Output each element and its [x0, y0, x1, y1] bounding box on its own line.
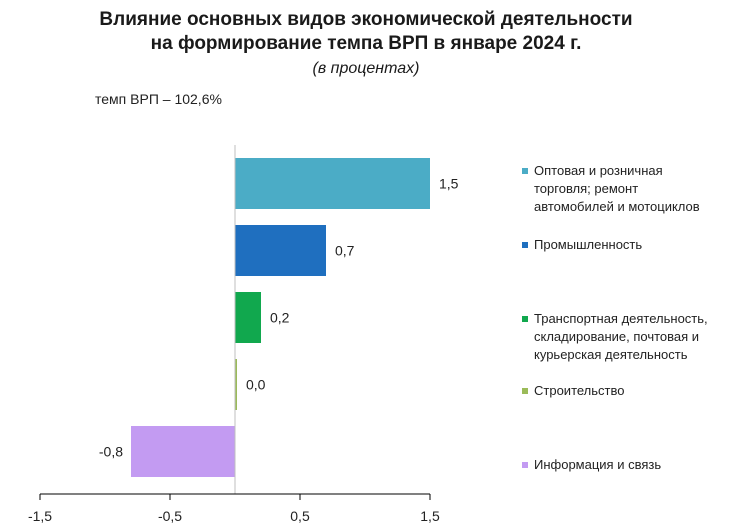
legend-label-0: Оптовая и розничная торговля; ремонт автом… — [534, 163, 700, 214]
bar-value-label-1: 0,7 — [335, 243, 355, 259]
bar-value-label-0: 1,5 — [439, 176, 459, 192]
bar-value-label-3: 0,0 — [246, 377, 266, 393]
axes-group: -1,5 -0,5 0,5 1,5 — [28, 145, 440, 524]
x-tick-label-0: -1,5 — [28, 508, 52, 524]
bar-0 — [235, 158, 430, 209]
legend-item-3: Строительство — [522, 382, 727, 400]
gdp-growth-note: темп ВРП – 102,6% — [95, 91, 222, 107]
legend-swatch-1 — [522, 242, 528, 248]
x-tick-label-3: 1,5 — [420, 508, 440, 524]
legend-swatch-2 — [522, 316, 528, 322]
legend-label-3: Строительство — [534, 383, 625, 398]
legend-label-4: Информация и связь — [534, 457, 662, 472]
chart-title-line-1: Влияние основных видов экономической дея… — [99, 9, 633, 30]
chart-title-line-2: на формирование темпа ВРП в январе 2024 … — [150, 33, 582, 54]
bar-value-label-2: 0,2 — [270, 310, 290, 326]
data-labels-group: 1,5 0,7 0,2 0,0 -0,8 — [99, 176, 459, 460]
bar-2 — [235, 292, 261, 343]
chart-title: Влияние основных видов экономической дея… — [0, 8, 732, 56]
bar-3 — [235, 359, 237, 410]
x-tick-label-1: -0,5 — [158, 508, 182, 524]
bar-value-label-4: -0,8 — [99, 444, 123, 460]
legend-swatch-3 — [522, 388, 528, 394]
bars-group — [131, 158, 430, 477]
x-tick-label-2: 0,5 — [290, 508, 310, 524]
legend-label-1: Промышленность — [534, 237, 643, 252]
legend-swatch-4 — [522, 462, 528, 468]
legend-swatch-0 — [522, 168, 528, 174]
legend-item-2: Транспортная деятельность, складирование,… — [522, 310, 727, 364]
legend-item-4: Информация и связь — [522, 456, 727, 474]
legend-item-0: Оптовая и розничная торговля; ремонт автом… — [522, 162, 727, 216]
bar-4 — [131, 426, 235, 477]
legend-item-1: Промышленность — [522, 236, 727, 254]
chart-subtitle: (в процентах) — [312, 60, 420, 77]
legend-label-2: Транспортная деятельность, складирование,… — [534, 311, 708, 362]
bar-1 — [235, 225, 326, 276]
